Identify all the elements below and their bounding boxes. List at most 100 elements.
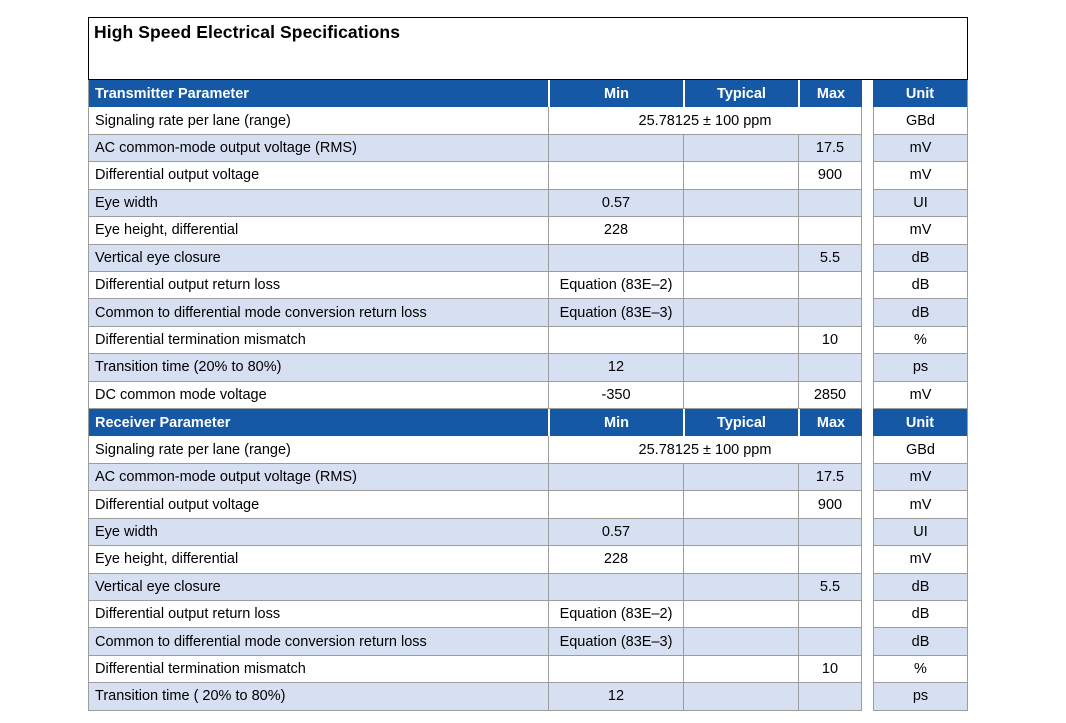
table-row: DC common mode voltage -350 2850 mV [88, 381, 968, 410]
typical-cell [683, 546, 798, 574]
min-cell [548, 655, 683, 684]
column-header-max: Max [798, 409, 862, 437]
typical-cell [683, 299, 798, 327]
max-cell: 10 [798, 655, 862, 684]
table-row: Common to differential mode conversion r… [88, 628, 968, 656]
spacer-column [862, 271, 873, 300]
max-cell: 900 [798, 491, 862, 519]
spacer-column [862, 463, 873, 492]
max-cell [798, 271, 862, 300]
signaling-rate-value-cell: 25.78125 ± 100 ppm [548, 436, 862, 464]
table-row: Eye width 0.57 UI [88, 189, 968, 218]
table-row: Common to differential mode conversion r… [88, 299, 968, 327]
column-header-min: Min [548, 80, 683, 108]
parameter-cell: Eye height, differential [88, 546, 548, 574]
min-cell: 228 [548, 546, 683, 574]
typical-cell [683, 491, 798, 519]
typical-cell [683, 518, 798, 547]
typical-cell [683, 628, 798, 656]
parameter-cell: Differential output return loss [88, 601, 548, 629]
unit-cell: mV [873, 546, 968, 574]
max-cell [798, 628, 862, 656]
spacer-column [862, 217, 873, 245]
typical-cell [683, 655, 798, 684]
min-cell [548, 244, 683, 272]
unit-cell: GBd [873, 107, 968, 135]
spacer-column [862, 546, 873, 574]
min-cell [548, 134, 683, 163]
unit-cell: dB [873, 628, 968, 656]
unit-cell: mV [873, 162, 968, 190]
typical-cell [683, 573, 798, 602]
min-cell: 12 [548, 683, 683, 711]
max-cell [798, 299, 862, 327]
transmitter-section: Transmitter Parameter Min Typical Max Un… [88, 80, 968, 410]
spacer-column [862, 628, 873, 656]
parameter-cell: Signaling rate per lane (range) [88, 436, 548, 464]
typical-cell [683, 134, 798, 163]
parameter-cell: Eye height, differential [88, 217, 548, 245]
parameter-cell: Common to differential mode conversion r… [88, 628, 548, 656]
table-row: Eye height, differential 228 mV [88, 217, 968, 245]
typical-cell [683, 381, 798, 410]
receiver-rows: AC common-mode output voltage (RMS) 17.5… [88, 463, 968, 711]
unit-cell: dB [873, 573, 968, 602]
column-header-min: Min [548, 409, 683, 437]
transmitter-rows: AC common-mode output voltage (RMS) 17.5… [88, 134, 968, 410]
max-cell [798, 217, 862, 245]
max-cell: 17.5 [798, 463, 862, 492]
max-cell [798, 546, 862, 574]
unit-cell: mV [873, 491, 968, 519]
table-row: Differential output return loss Equation… [88, 271, 968, 300]
table-row: AC common-mode output voltage (RMS) 17.5… [88, 134, 968, 163]
table-row: Differential output voltage 900 mV [88, 491, 968, 519]
min-cell [548, 326, 683, 355]
unit-cell: dB [873, 244, 968, 272]
signaling-rate-row: Signaling rate per lane (range) 25.78125… [88, 107, 968, 135]
parameter-cell: Differential output voltage [88, 162, 548, 190]
spacer-column [862, 409, 873, 437]
typical-cell [683, 683, 798, 711]
unit-cell: dB [873, 299, 968, 327]
spacer-column [862, 80, 873, 108]
unit-cell: % [873, 326, 968, 355]
spacer-column [862, 107, 873, 135]
column-header-typical: Typical [683, 80, 798, 108]
column-header-max: Max [798, 80, 862, 108]
spacer-column [862, 162, 873, 190]
spacer-column [862, 244, 873, 272]
min-cell: Equation (83E–3) [548, 299, 683, 327]
parameter-cell: Differential termination mismatch [88, 326, 548, 355]
transmitter-header-row: Transmitter Parameter Min Typical Max Un… [88, 80, 968, 108]
spacer-column [862, 299, 873, 327]
parameter-cell: Signaling rate per lane (range) [88, 107, 548, 135]
unit-cell: % [873, 655, 968, 684]
max-cell: 17.5 [798, 134, 862, 163]
signaling-rate-row: Signaling rate per lane (range) 25.78125… [88, 436, 968, 464]
typical-cell [683, 244, 798, 272]
signaling-rate-value-cell: 25.78125 ± 100 ppm [548, 107, 862, 135]
spacer-column [862, 326, 873, 355]
parameter-cell: Common to differential mode conversion r… [88, 299, 548, 327]
max-cell [798, 518, 862, 547]
parameter-cell: Eye width [88, 518, 548, 547]
page-title: High Speed Electrical Specifications [94, 22, 401, 42]
column-header-unit: Unit [873, 80, 968, 108]
spacer-column [862, 491, 873, 519]
min-cell [548, 162, 683, 190]
parameter-cell: Transition time ( 20% to 80%) [88, 683, 548, 711]
max-cell: 10 [798, 326, 862, 355]
spacer-column [862, 189, 873, 218]
max-cell: 2850 [798, 381, 862, 410]
spacer-column [862, 573, 873, 602]
title-box: High Speed Electrical Specifications [88, 17, 968, 80]
max-cell: 5.5 [798, 244, 862, 272]
typical-cell [683, 271, 798, 300]
typical-cell [683, 217, 798, 245]
unit-cell: ps [873, 683, 968, 711]
receiver-section: Receiver Parameter Min Typical Max Unit … [88, 409, 968, 711]
spacer-column [862, 655, 873, 684]
unit-cell: mV [873, 381, 968, 410]
min-cell [548, 573, 683, 602]
